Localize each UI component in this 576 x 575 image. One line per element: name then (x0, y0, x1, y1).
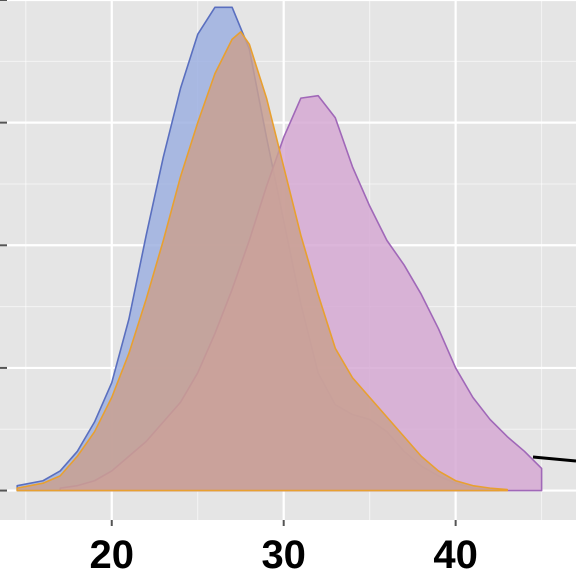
x-tick-label: 20 (90, 533, 135, 575)
annotation-line (532, 455, 576, 463)
x-tick-label: 30 (261, 533, 306, 575)
y-axis-ticks (0, 0, 7, 492)
density-area-3 (16, 31, 509, 492)
x-tick-label: 40 (433, 533, 478, 575)
density-areas (16, 6, 543, 492)
x-axis-tick-labels: 20 30 40 (90, 520, 478, 575)
